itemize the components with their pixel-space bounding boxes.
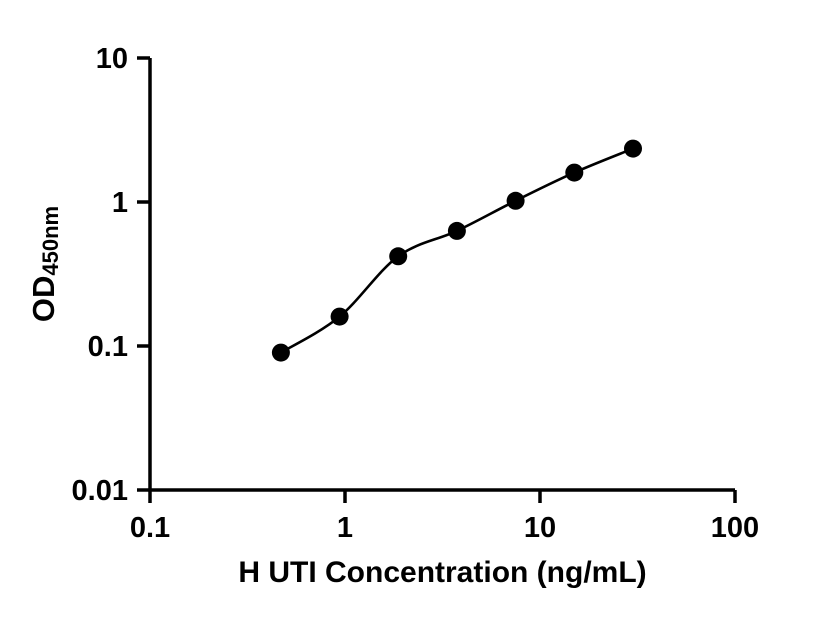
y-tick-label: 1	[112, 187, 128, 219]
data-point	[330, 307, 349, 326]
data-point	[447, 221, 466, 240]
x-tick-label: 10	[524, 512, 556, 544]
y-axis-title: OD450nm	[26, 205, 63, 323]
data-point	[565, 163, 584, 182]
x-axis-title: H UTI Concentration (ng/mL)	[238, 556, 647, 589]
x-tick-label: 0.1	[130, 512, 170, 544]
y-axis-title-main: OD	[26, 275, 61, 323]
data-point	[506, 191, 525, 210]
data-point	[271, 343, 290, 362]
x-tick-label: 100	[711, 512, 759, 544]
y-axis-title-subscript: 450nm	[38, 205, 63, 276]
x-tick-label: 1	[337, 512, 353, 544]
y-tick-label: 0.1	[88, 331, 128, 363]
y-tick-label: 10	[96, 43, 128, 75]
y-tick-label: 0.01	[72, 475, 128, 507]
axis-frame	[148, 58, 735, 492]
data-point	[389, 247, 408, 266]
data-point	[624, 139, 642, 158]
